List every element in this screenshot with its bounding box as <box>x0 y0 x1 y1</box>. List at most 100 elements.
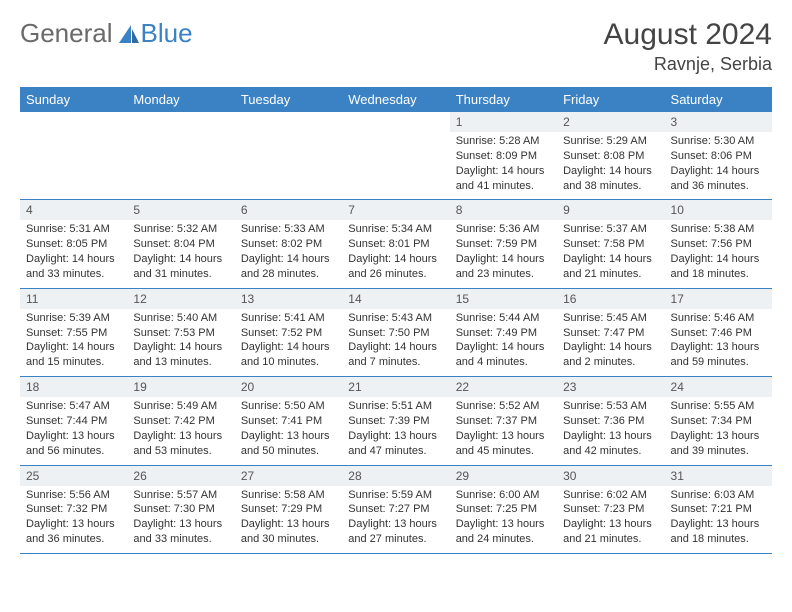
sail-icon <box>117 23 141 45</box>
page-title: August 2024 <box>604 18 772 52</box>
calendar-week-row: 18Sunrise: 5:47 AMSunset: 7:44 PMDayligh… <box>20 377 772 465</box>
day-info: Sunrise: 5:29 AMSunset: 8:08 PMDaylight:… <box>557 132 664 199</box>
day-info: Sunrise: 5:43 AMSunset: 7:50 PMDaylight:… <box>342 309 449 376</box>
calendar-table: SundayMondayTuesdayWednesdayThursdayFrid… <box>20 87 772 554</box>
calendar-day-cell: 29Sunrise: 6:00 AMSunset: 7:25 PMDayligh… <box>450 465 557 553</box>
calendar-day-cell: 30Sunrise: 6:02 AMSunset: 7:23 PMDayligh… <box>557 465 664 553</box>
weekday-header: Tuesday <box>235 87 342 112</box>
day-number: 9 <box>557 200 664 220</box>
day-number: 30 <box>557 466 664 486</box>
day-info: Sunrise: 5:53 AMSunset: 7:36 PMDaylight:… <box>557 397 664 464</box>
weekday-header: Monday <box>127 87 234 112</box>
header: General Blue August 2024 Ravnje, Serbia <box>20 18 772 75</box>
calendar-day-cell: 1Sunrise: 5:28 AMSunset: 8:09 PMDaylight… <box>450 112 557 200</box>
day-info: Sunrise: 5:47 AMSunset: 7:44 PMDaylight:… <box>20 397 127 464</box>
calendar-day-cell: 27Sunrise: 5:58 AMSunset: 7:29 PMDayligh… <box>235 465 342 553</box>
day-number: 14 <box>342 289 449 309</box>
calendar-day-cell: 13Sunrise: 5:41 AMSunset: 7:52 PMDayligh… <box>235 288 342 376</box>
day-number: 18 <box>20 377 127 397</box>
day-info: Sunrise: 5:39 AMSunset: 7:55 PMDaylight:… <box>20 309 127 376</box>
day-info: Sunrise: 5:59 AMSunset: 7:27 PMDaylight:… <box>342 486 449 553</box>
day-number: 10 <box>665 200 772 220</box>
calendar-day-cell: 3Sunrise: 5:30 AMSunset: 8:06 PMDaylight… <box>665 112 772 200</box>
calendar-day-cell: 8Sunrise: 5:36 AMSunset: 7:59 PMDaylight… <box>450 200 557 288</box>
weekday-header: Thursday <box>450 87 557 112</box>
location-label: Ravnje, Serbia <box>604 54 772 75</box>
day-info: Sunrise: 5:57 AMSunset: 7:30 PMDaylight:… <box>127 486 234 553</box>
day-info: Sunrise: 5:41 AMSunset: 7:52 PMDaylight:… <box>235 309 342 376</box>
calendar-week-row: 1Sunrise: 5:28 AMSunset: 8:09 PMDaylight… <box>20 112 772 200</box>
calendar-day-cell <box>20 112 127 200</box>
day-number: 21 <box>342 377 449 397</box>
brand-word1: General <box>20 18 113 49</box>
day-number: 2 <box>557 112 664 132</box>
day-info: Sunrise: 5:38 AMSunset: 7:56 PMDaylight:… <box>665 220 772 287</box>
day-number: 24 <box>665 377 772 397</box>
day-info: Sunrise: 5:44 AMSunset: 7:49 PMDaylight:… <box>450 309 557 376</box>
day-number: 6 <box>235 200 342 220</box>
day-number: 25 <box>20 466 127 486</box>
calendar-day-cell: 4Sunrise: 5:31 AMSunset: 8:05 PMDaylight… <box>20 200 127 288</box>
calendar-day-cell: 9Sunrise: 5:37 AMSunset: 7:58 PMDaylight… <box>557 200 664 288</box>
calendar-day-cell: 18Sunrise: 5:47 AMSunset: 7:44 PMDayligh… <box>20 377 127 465</box>
day-number: 23 <box>557 377 664 397</box>
calendar-day-cell <box>235 112 342 200</box>
day-number: 13 <box>235 289 342 309</box>
day-info: Sunrise: 5:56 AMSunset: 7:32 PMDaylight:… <box>20 486 127 553</box>
calendar-day-cell: 16Sunrise: 5:45 AMSunset: 7:47 PMDayligh… <box>557 288 664 376</box>
day-number: 1 <box>450 112 557 132</box>
day-number: 12 <box>127 289 234 309</box>
calendar-day-cell: 28Sunrise: 5:59 AMSunset: 7:27 PMDayligh… <box>342 465 449 553</box>
day-number: 29 <box>450 466 557 486</box>
day-info: Sunrise: 5:34 AMSunset: 8:01 PMDaylight:… <box>342 220 449 287</box>
calendar-day-cell: 31Sunrise: 6:03 AMSunset: 7:21 PMDayligh… <box>665 465 772 553</box>
day-number: 11 <box>20 289 127 309</box>
day-number: 5 <box>127 200 234 220</box>
day-info: Sunrise: 5:55 AMSunset: 7:34 PMDaylight:… <box>665 397 772 464</box>
day-info: Sunrise: 5:46 AMSunset: 7:46 PMDaylight:… <box>665 309 772 376</box>
calendar-week-row: 4Sunrise: 5:31 AMSunset: 8:05 PMDaylight… <box>20 200 772 288</box>
calendar-day-cell: 5Sunrise: 5:32 AMSunset: 8:04 PMDaylight… <box>127 200 234 288</box>
calendar-day-cell: 26Sunrise: 5:57 AMSunset: 7:30 PMDayligh… <box>127 465 234 553</box>
weekday-header: Friday <box>557 87 664 112</box>
day-info: Sunrise: 5:32 AMSunset: 8:04 PMDaylight:… <box>127 220 234 287</box>
day-number: 16 <box>557 289 664 309</box>
day-info: Sunrise: 6:00 AMSunset: 7:25 PMDaylight:… <box>450 486 557 553</box>
calendar-day-cell: 2Sunrise: 5:29 AMSunset: 8:08 PMDaylight… <box>557 112 664 200</box>
calendar-week-row: 11Sunrise: 5:39 AMSunset: 7:55 PMDayligh… <box>20 288 772 376</box>
calendar-day-cell: 24Sunrise: 5:55 AMSunset: 7:34 PMDayligh… <box>665 377 772 465</box>
day-info: Sunrise: 5:28 AMSunset: 8:09 PMDaylight:… <box>450 132 557 199</box>
day-info: Sunrise: 5:52 AMSunset: 7:37 PMDaylight:… <box>450 397 557 464</box>
calendar-day-cell: 12Sunrise: 5:40 AMSunset: 7:53 PMDayligh… <box>127 288 234 376</box>
day-number: 17 <box>665 289 772 309</box>
day-number: 20 <box>235 377 342 397</box>
day-info: Sunrise: 5:40 AMSunset: 7:53 PMDaylight:… <box>127 309 234 376</box>
day-number: 3 <box>665 112 772 132</box>
calendar-day-cell: 25Sunrise: 5:56 AMSunset: 7:32 PMDayligh… <box>20 465 127 553</box>
calendar-day-cell: 20Sunrise: 5:50 AMSunset: 7:41 PMDayligh… <box>235 377 342 465</box>
day-number: 4 <box>20 200 127 220</box>
day-info: Sunrise: 5:31 AMSunset: 8:05 PMDaylight:… <box>20 220 127 287</box>
day-info: Sunrise: 5:50 AMSunset: 7:41 PMDaylight:… <box>235 397 342 464</box>
day-number: 19 <box>127 377 234 397</box>
day-info: Sunrise: 5:49 AMSunset: 7:42 PMDaylight:… <box>127 397 234 464</box>
calendar-day-cell: 19Sunrise: 5:49 AMSunset: 7:42 PMDayligh… <box>127 377 234 465</box>
day-info: Sunrise: 5:45 AMSunset: 7:47 PMDaylight:… <box>557 309 664 376</box>
day-number: 22 <box>450 377 557 397</box>
calendar-day-cell <box>127 112 234 200</box>
weekday-header: Saturday <box>665 87 772 112</box>
calendar-day-cell: 15Sunrise: 5:44 AMSunset: 7:49 PMDayligh… <box>450 288 557 376</box>
calendar-day-cell: 7Sunrise: 5:34 AMSunset: 8:01 PMDaylight… <box>342 200 449 288</box>
day-info: Sunrise: 5:58 AMSunset: 7:29 PMDaylight:… <box>235 486 342 553</box>
day-info: Sunrise: 5:36 AMSunset: 7:59 PMDaylight:… <box>450 220 557 287</box>
day-info: Sunrise: 5:51 AMSunset: 7:39 PMDaylight:… <box>342 397 449 464</box>
day-number: 7 <box>342 200 449 220</box>
weekday-header: Sunday <box>20 87 127 112</box>
day-number: 28 <box>342 466 449 486</box>
day-info: Sunrise: 6:03 AMSunset: 7:21 PMDaylight:… <box>665 486 772 553</box>
day-number: 8 <box>450 200 557 220</box>
calendar-day-cell: 6Sunrise: 5:33 AMSunset: 8:02 PMDaylight… <box>235 200 342 288</box>
day-info: Sunrise: 6:02 AMSunset: 7:23 PMDaylight:… <box>557 486 664 553</box>
day-number: 26 <box>127 466 234 486</box>
calendar-day-cell <box>342 112 449 200</box>
